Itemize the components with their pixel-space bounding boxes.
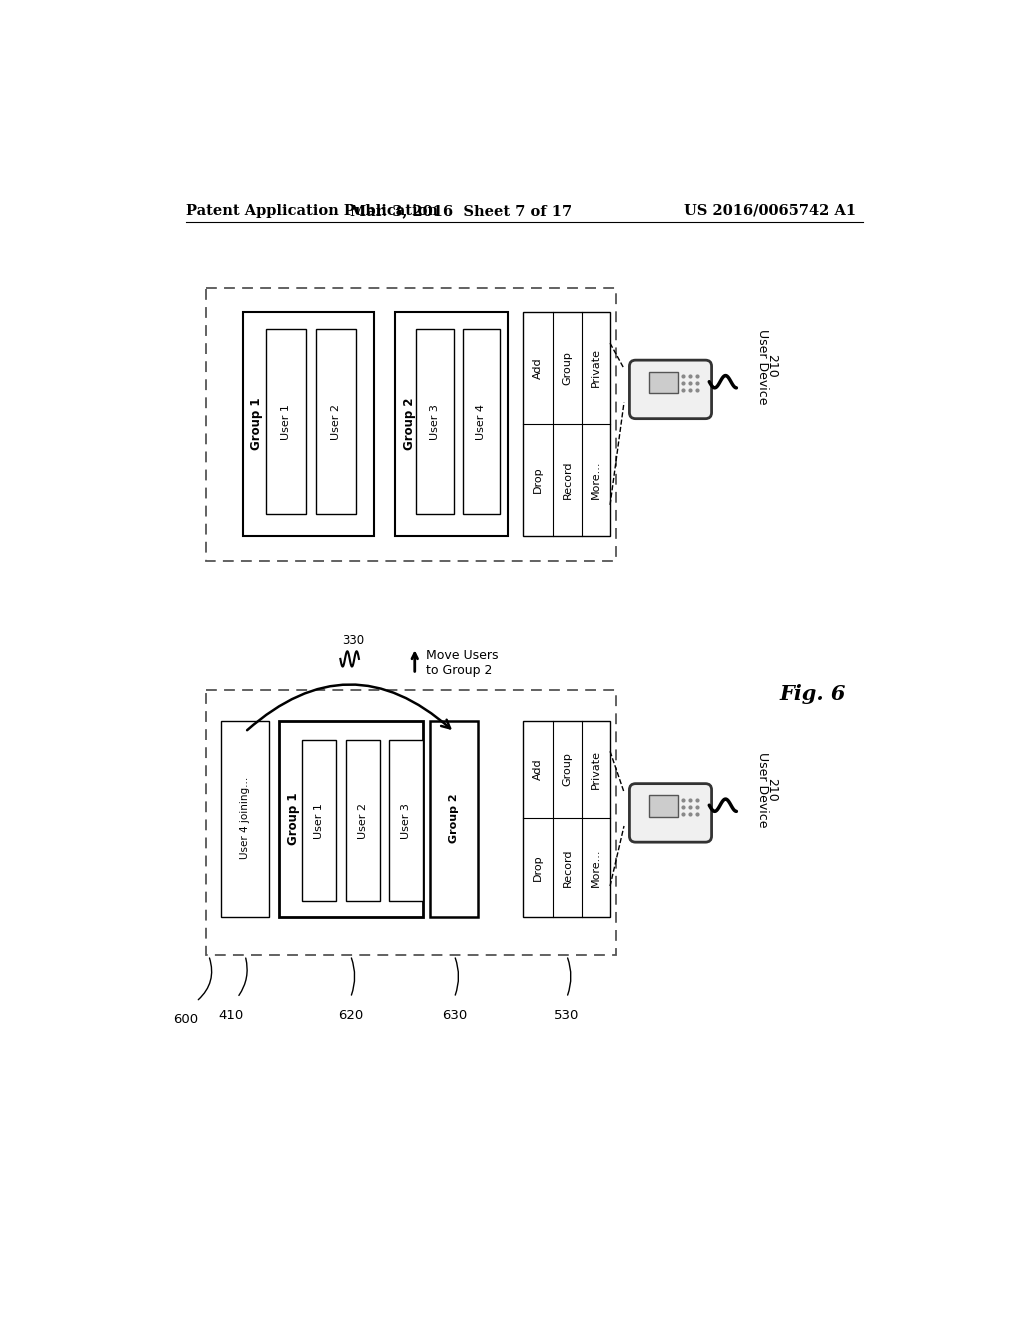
- Text: User 4: User 4: [476, 404, 486, 440]
- Text: More...: More...: [591, 461, 601, 499]
- Text: User 4 joining...: User 4 joining...: [240, 777, 250, 859]
- Text: 210: 210: [765, 355, 778, 378]
- Text: Drop: Drop: [532, 466, 543, 492]
- Bar: [395, 313, 508, 536]
- Text: 620: 620: [338, 1010, 364, 1022]
- Text: User 3: User 3: [430, 404, 440, 440]
- FancyBboxPatch shape: [630, 784, 712, 842]
- Text: Group: Group: [562, 752, 572, 785]
- Text: User Device: User Device: [756, 752, 769, 828]
- Bar: [523, 721, 610, 917]
- Text: Private: Private: [591, 750, 601, 788]
- Bar: [389, 739, 423, 902]
- Text: Record: Record: [562, 849, 572, 887]
- Text: Group 2: Group 2: [450, 793, 460, 843]
- Text: Private: Private: [591, 348, 601, 387]
- Text: Mar. 3, 2016  Sheet 7 of 17: Mar. 3, 2016 Sheet 7 of 17: [350, 203, 572, 218]
- Text: Record: Record: [562, 461, 572, 499]
- Text: 630: 630: [441, 1010, 467, 1022]
- FancyBboxPatch shape: [630, 360, 712, 418]
- Text: Group 1: Group 1: [250, 397, 263, 450]
- Text: Fig. 6: Fig. 6: [779, 684, 846, 704]
- Text: 600: 600: [173, 1014, 199, 1026]
- Bar: [463, 330, 500, 513]
- Text: Drop: Drop: [532, 854, 543, 880]
- Text: User Device: User Device: [756, 329, 769, 404]
- Text: 330: 330: [342, 635, 365, 647]
- Text: More...: More...: [591, 849, 601, 887]
- Text: Move Users
to Group 2: Move Users to Group 2: [426, 648, 499, 677]
- Text: Add: Add: [532, 758, 543, 780]
- Bar: [346, 739, 380, 902]
- Text: 210: 210: [765, 777, 778, 801]
- Text: 530: 530: [554, 1010, 580, 1022]
- Bar: [315, 330, 356, 513]
- Text: User 3: User 3: [401, 803, 412, 838]
- Bar: [280, 721, 423, 917]
- Bar: [206, 288, 616, 561]
- Bar: [649, 795, 678, 817]
- Bar: [243, 313, 375, 536]
- FancyArrowPatch shape: [247, 685, 451, 730]
- Bar: [523, 313, 610, 536]
- Bar: [417, 330, 454, 513]
- Text: User 1: User 1: [282, 404, 291, 440]
- Text: Group: Group: [562, 351, 572, 384]
- Text: User 1: User 1: [314, 803, 325, 838]
- Text: 410: 410: [218, 1010, 244, 1022]
- Text: Add: Add: [532, 356, 543, 379]
- Bar: [266, 330, 306, 513]
- Bar: [221, 721, 269, 917]
- Bar: [206, 689, 616, 956]
- Text: Group 2: Group 2: [402, 397, 416, 450]
- Text: User 2: User 2: [331, 404, 341, 440]
- Bar: [302, 739, 337, 902]
- Text: US 2016/0065742 A1: US 2016/0065742 A1: [684, 203, 856, 218]
- Bar: [430, 721, 478, 917]
- Text: Group 1: Group 1: [287, 792, 300, 845]
- Text: Patent Application Publication: Patent Application Publication: [186, 203, 438, 218]
- Text: User 2: User 2: [357, 803, 368, 838]
- Bar: [649, 372, 678, 393]
